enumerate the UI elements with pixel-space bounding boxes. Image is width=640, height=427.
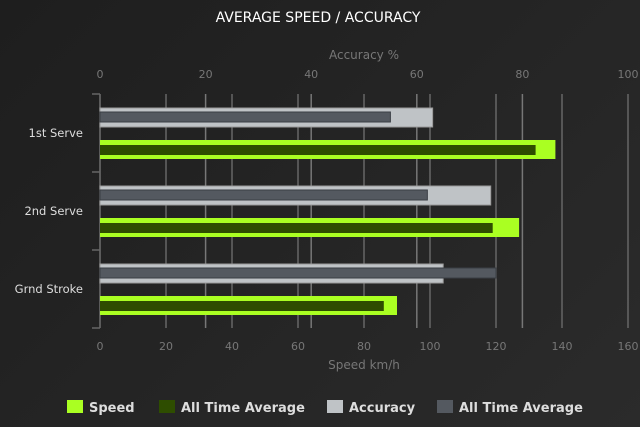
- speed-tick-label: 80: [357, 340, 371, 353]
- speed-tick-label: 120: [486, 340, 507, 353]
- accuracy-tick-label: 100: [618, 68, 639, 81]
- bottom-axis-label: Speed km/h: [328, 358, 400, 372]
- legend-swatch: [327, 400, 343, 413]
- accuracy-tick-label: 40: [304, 68, 318, 81]
- chart-title: AVERAGE SPEED / ACCURACY: [216, 10, 421, 26]
- legend-label[interactable]: All Time Average: [181, 401, 305, 416]
- speed-tick-label: 160: [618, 340, 639, 353]
- accuracy-average-bar[interactable]: [99, 111, 391, 123]
- legend-swatch: [437, 400, 453, 413]
- legend-label[interactable]: Speed: [89, 401, 135, 416]
- speed-average-bar[interactable]: [100, 145, 536, 155]
- accuracy-average-bar[interactable]: [99, 189, 428, 201]
- legend: Speed All Time Average Accuracy All Time Av…: [67, 400, 583, 416]
- speed-average-bar[interactable]: [100, 301, 384, 311]
- speed-tick-label: 20: [159, 340, 173, 353]
- accuracy-tick-label: 20: [199, 68, 213, 81]
- accuracy-tick-label: 80: [515, 68, 529, 81]
- speed-tick-label: 140: [552, 340, 573, 353]
- top-axis-label: Accuracy %: [329, 48, 399, 62]
- legend-label[interactable]: Accuracy: [349, 401, 416, 416]
- speed-tick-label: 40: [225, 340, 239, 353]
- speed-tick-label: 60: [291, 340, 305, 353]
- category-label: 1st Serve: [29, 126, 83, 140]
- accuracy-tick-label: 60: [410, 68, 424, 81]
- legend-label[interactable]: All Time Average: [459, 401, 583, 416]
- speed-tick-label: 100: [420, 340, 441, 353]
- tick-labels: 0 20 40 60 80 100 120 140 160 0 20 40 60 80 100: [97, 68, 639, 353]
- speed-tick-label: 0: [97, 340, 104, 353]
- legend-swatch: [159, 400, 175, 413]
- accuracy-tick-label: 0: [97, 68, 104, 81]
- category-labels: 1st Serve 2nd Serve Grnd Stroke: [15, 126, 83, 296]
- grid: [92, 93, 629, 329]
- speed-average-bar[interactable]: [100, 223, 493, 233]
- accuracy-average-bar[interactable]: [99, 267, 497, 279]
- bars: [99, 107, 556, 315]
- category-label: Grnd Stroke: [15, 282, 83, 296]
- legend-swatch: [67, 400, 83, 413]
- category-label: 2nd Serve: [24, 204, 83, 218]
